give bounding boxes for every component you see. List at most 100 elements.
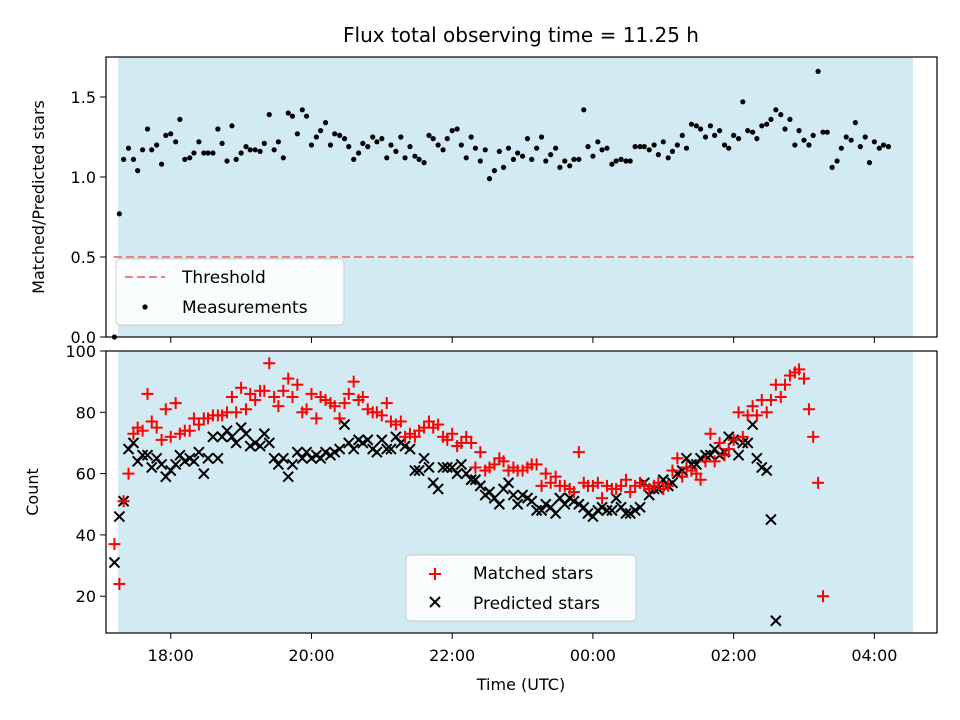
- measurement-point: [820, 129, 826, 135]
- measurement-point: [524, 136, 531, 142]
- matched-point: [258, 384, 271, 397]
- matched-point: [244, 387, 257, 400]
- matched-point: [722, 443, 735, 456]
- measurement-point: [308, 142, 315, 148]
- matched-point: [690, 467, 703, 480]
- measurement-point: [778, 112, 784, 118]
- matched-point: [694, 473, 707, 486]
- matched-point: [727, 433, 740, 446]
- matched-point: [704, 427, 717, 440]
- measurement-point: [500, 164, 507, 170]
- matched-point: [615, 479, 628, 492]
- predicted-markers: [108, 418, 782, 627]
- measurement-point: [637, 144, 643, 150]
- measurement-point: [370, 134, 376, 140]
- measurement-point: [707, 123, 714, 129]
- count-y-ticks: 20 40 60 80 100: [65, 342, 106, 606]
- predicted-point: [207, 431, 219, 443]
- predicted-point: [155, 458, 168, 471]
- measurement-point: [135, 168, 141, 174]
- matched-point: [333, 412, 346, 425]
- count-y-axis-label: Count: [23, 468, 42, 516]
- measurement-point: [313, 134, 319, 140]
- measurement-point: [398, 134, 404, 140]
- predicted-point: [136, 449, 149, 461]
- matched-point: [127, 427, 140, 440]
- predicted-point: [376, 434, 388, 446]
- predicted-point: [347, 443, 360, 455]
- matched-point: [394, 415, 407, 428]
- matched-point: [760, 406, 773, 419]
- x-tick-label: 02:00: [711, 646, 757, 665]
- matched-point: [652, 476, 665, 489]
- measurement-point: [866, 160, 873, 166]
- matched-point: [108, 538, 121, 551]
- matched-point: [662, 479, 675, 492]
- measurement-point: [440, 147, 446, 153]
- measurement-point: [327, 142, 334, 148]
- measurement-point: [449, 128, 455, 134]
- predicted-point: [770, 615, 782, 627]
- predicted-point: [385, 443, 397, 455]
- matched-point: [150, 421, 163, 434]
- matched-point: [408, 430, 421, 443]
- count-x-ticks: 18:00 20:00 22:00 00:00 02:00 04:00: [148, 633, 897, 665]
- x-tick-label: 04:00: [851, 646, 897, 665]
- measurement-point: [477, 158, 483, 164]
- measurement-point: [801, 137, 807, 143]
- matched-point: [465, 436, 478, 449]
- measurement-point: [472, 145, 479, 151]
- measurement-point: [683, 145, 690, 151]
- predicted-point: [601, 504, 613, 517]
- measurement-point: [557, 164, 563, 170]
- measurement-point: [182, 156, 188, 162]
- matched-point: [282, 372, 295, 385]
- predicted-point: [404, 443, 416, 455]
- matched-point: [183, 424, 196, 437]
- ratio-legend-box: [115, 258, 345, 326]
- predicted-point: [240, 428, 252, 440]
- matched-point: [736, 430, 749, 443]
- measurement-point: [407, 144, 413, 150]
- measurement-point: [885, 144, 892, 150]
- predicted-point: [127, 437, 140, 449]
- chart-title: Flux total observing time = 11.25 h: [343, 23, 699, 47]
- measurement-point: [120, 156, 127, 162]
- matched-point: [272, 400, 285, 413]
- predicted-point: [549, 507, 562, 520]
- predicted-point: [286, 458, 299, 471]
- matched-point: [713, 436, 726, 449]
- matched-markers: [108, 357, 830, 603]
- matched-point: [591, 476, 604, 489]
- legend-measurements-swatch: [142, 304, 148, 310]
- matched-point: [422, 415, 435, 428]
- predicted-point: [423, 461, 435, 474]
- measurement-point: [613, 158, 619, 164]
- legend-matched-label: Matched stars: [473, 564, 593, 584]
- matched-point: [817, 590, 830, 603]
- measurement-point: [318, 128, 324, 134]
- measurement-point: [529, 156, 535, 162]
- measurement-point: [196, 139, 202, 145]
- predicted-point: [620, 507, 632, 520]
- measurement-point: [773, 107, 779, 113]
- matched-point: [169, 397, 182, 410]
- measurement-point: [641, 144, 647, 150]
- legend-predicted-swatch: [429, 596, 441, 608]
- ratio-y-axis-label: Matched/Predicted stars: [29, 100, 48, 294]
- measurement-point: [421, 160, 427, 166]
- matched-point: [460, 430, 473, 443]
- matched-point: [671, 452, 684, 465]
- predicted-point: [451, 467, 463, 480]
- measurement-point: [299, 107, 305, 113]
- measurement-point: [824, 129, 830, 135]
- measurement-point: [731, 132, 737, 138]
- measurement-point: [759, 123, 765, 129]
- matched-point: [225, 390, 238, 403]
- measurement-point: [393, 148, 399, 154]
- matched-point: [164, 430, 177, 443]
- predicted-point: [141, 449, 154, 461]
- measurement-point: [548, 152, 554, 158]
- measurement-point: [191, 150, 197, 156]
